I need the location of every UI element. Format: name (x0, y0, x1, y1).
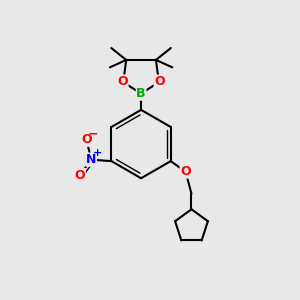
Text: B: B (136, 87, 146, 100)
Text: N: N (86, 153, 97, 166)
Text: +: + (93, 148, 102, 158)
Text: O: O (180, 165, 191, 178)
Text: O: O (75, 169, 85, 182)
Text: −: − (88, 127, 98, 140)
Text: O: O (82, 133, 92, 146)
Text: O: O (117, 75, 128, 88)
Text: O: O (154, 75, 165, 88)
